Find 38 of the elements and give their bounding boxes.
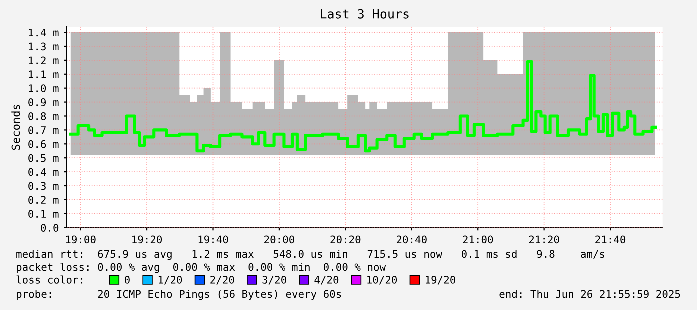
x-tick-label: 19:00 [66,236,96,244]
legend-label: 19/20 [426,276,456,285]
y-tick-label: 0.7 m [28,126,59,134]
legend-label: 0 [125,276,130,284]
y-tick-label: 1.4 m [29,28,59,37]
y-tick-label: 0.1 m [28,210,59,218]
y-tick-label: 0.8 m [28,112,59,120]
x-tick-label: 21:40 [596,236,626,244]
y-tick-label: 0.2 m [28,196,59,204]
legend-label: 3/20 [262,276,286,285]
y-tick-label: 1.2 m [29,56,59,64]
y-tick-label: 1.1 m [29,70,59,78]
x-tick-label: 20:40 [396,236,427,244]
y-tick-label: 0.5 m [28,154,59,162]
y-tick-label: 0.0 [41,224,59,232]
legend-label: 4/20 [314,276,339,285]
x-tick-label: 19:20 [132,236,162,244]
chart-title: Last 3 Hours [321,9,409,19]
text: probe: 20 ICMP Echo Pings (56 Bytes) every 60s [17,290,342,300]
x-tick-label: 20:20 [330,236,361,244]
legend-label: 2/20 [210,276,234,285]
x-tick-label: 21:00 [463,236,494,244]
text: end: Thu Jun 26 21:55:59 2025 [500,290,680,298]
x-tick-label: 19:40 [198,236,228,244]
legend-label: 1/20 [158,276,182,285]
y-tick-label: 0.3 m [28,182,59,190]
y-tick-label: 0.9 m [28,98,59,106]
legend-label: 10/20 [368,276,398,285]
text: median rtt: 675.9 us avg 1.2 ms max 548.0 us min 715.5 us now 0.1 ms sd 9.8 am/s [16,250,605,260]
y-tick-label: 0.4 m [28,168,59,176]
y-tick-label: 1.3 m [29,42,59,51]
y-tick-label: 0.6 m [28,140,59,148]
text: loss color: [16,276,83,284]
y-tick-label: 1.0 m [29,84,59,92]
x-tick-label: 21:20 [529,236,560,244]
x-tick-label: 20:00 [264,236,294,244]
y-axis-title: Seconds [12,105,20,150]
text: packet loss: 0.00 % avg 0.00 % max 0.00 % min 0.00 % now [17,263,386,274]
